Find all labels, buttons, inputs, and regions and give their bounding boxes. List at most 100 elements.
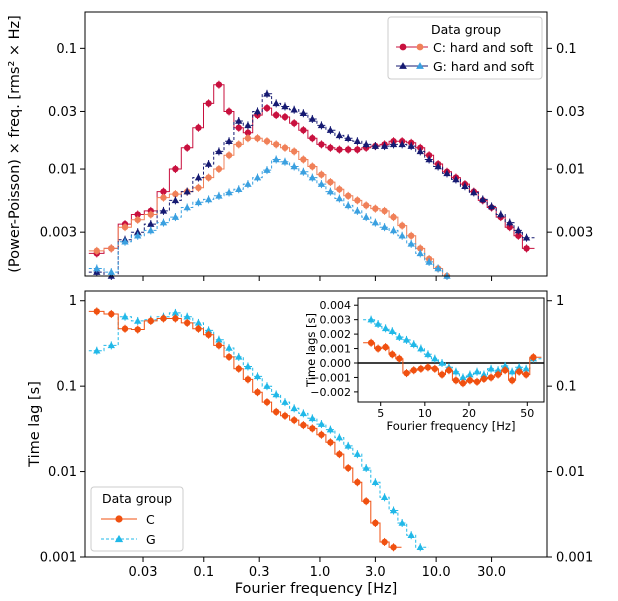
lag-ytick-label: 0.001 [40,551,77,566]
lag-g-point [353,450,362,457]
power-g-hard-point [215,147,223,155]
inset-ylabel: Time lags [s] [304,313,318,388]
power-spectrum-frame [84,11,548,277]
power-g-hard-point [134,228,142,235]
power-c-hard-point [225,108,233,115]
lag-ytick-label-right: 0.01 [556,465,585,480]
power-c-soft-point [263,138,271,145]
lag-g-point [134,317,142,324]
lag-legend-marker [115,515,123,523]
lag-g-point [272,390,280,398]
time-lag-legend: Data group C G [90,486,184,552]
inset-c-point [530,354,537,361]
power-g-hard-point [506,218,514,226]
inset-c-point [374,345,382,352]
power-legend-marker-soft [416,43,424,51]
lag-c-point [205,331,212,338]
power-g-soft-point [407,240,415,247]
power-ytick-label-right: 0.003 [556,226,593,241]
inset-g-point [473,367,481,375]
power-g-soft-point [159,218,168,226]
power-c-soft-point [93,247,100,255]
power-legend-marker-soft [416,62,424,69]
inset-c-point [396,355,403,362]
inset-g-point [501,362,509,369]
lag-c-point [172,315,179,322]
lag-g-point [107,341,115,349]
lag-c-point [108,310,115,318]
inset-c-point [515,368,523,375]
power-g-soft-point [171,213,180,220]
power-g-hard-point [443,169,451,177]
power-g-hard-point [194,173,203,181]
power-g-soft-point [244,180,252,187]
lag-ytick-label: 1 [69,294,77,309]
inset-g-point [487,365,495,372]
lag-g-point [93,347,101,354]
lag-g-point [380,493,389,501]
power-c-hard-point [354,146,361,153]
power-ytick-label: 0.003 [40,226,77,241]
power-c-hard-point [300,126,307,134]
lag-legend-entry-g: G [146,532,156,547]
power-c-soft-point [290,148,298,155]
power-ytick-label-right: 0.01 [556,163,585,178]
inset-g-point [417,344,425,352]
lag-ytick-label-right: 0.1 [556,380,577,395]
power-ytick-label-right: 0.03 [556,105,585,120]
lag-g-point [121,313,129,320]
power-c-soft-point [398,222,406,229]
power-g-soft-point [308,173,317,181]
power-c-soft-point [215,165,223,173]
lag-c-point [195,325,202,332]
power-g-hard-point [452,175,460,183]
lag-c-point [183,319,191,327]
inset-c-point [410,367,417,374]
inset-g-point [402,336,411,343]
lag-c-point [372,519,379,527]
lag-c-point [244,376,252,383]
power-g-soft-point [317,180,326,187]
inset-g-point [494,366,502,373]
power-g-soft-point [425,258,433,265]
inset-c-point [389,351,396,358]
power-g-soft-point [434,264,442,272]
power-g-hard-point [407,142,415,149]
inset-c-point [459,380,467,387]
lag-c-line [88,310,402,548]
power-g-hard-point [171,196,180,204]
time-lag-panel: 0.001 0.001 0.01 0.01 0.1 0.1 1 1 0.03 0.1 0.3 1.0 3… [27,290,593,597]
power-g-soft-point [253,173,262,181]
lag-c-point [147,317,154,325]
power-c-soft-point [205,174,212,181]
lag-g-point [244,362,252,370]
power-c-hard-point [515,232,522,239]
lag-c-point [121,325,129,332]
power-g-soft-point [389,226,398,234]
power-c-soft-point [108,245,115,252]
power-spectrum-panel: 0.003 0.003 0.01 0.01 0.03 0.03 0.1 0.1 (Power-… [7,11,593,281]
lag-g-point [290,404,298,412]
inset-g-point [508,367,516,375]
power-c-soft-point [372,205,379,212]
power-legend-title: Data group [431,22,501,37]
lag-c-point [215,342,223,349]
power-g-hard-point [253,107,262,115]
lag-c-point [390,544,397,551]
power-c-soft-point [336,186,343,193]
power-g-soft-point [134,232,142,239]
lag-c-point [381,538,388,546]
lag-g-line [88,312,429,548]
inset-ytick-label: 0.003 [320,314,352,327]
lag-c-point [336,450,343,458]
inset-g-point [410,340,418,347]
power-g-hard-point [335,131,344,139]
power-ytick-label: 0.01 [48,163,77,178]
power-spectrum-legend: Data group C: hard and soft G: hard and … [387,16,543,80]
inset-c-point [522,371,530,378]
power-c-soft-point [354,197,361,204]
lag-g-point [183,313,191,320]
power-g-soft-point [204,195,213,203]
inset-frame [357,297,545,403]
power-g-hard-point [272,99,280,107]
